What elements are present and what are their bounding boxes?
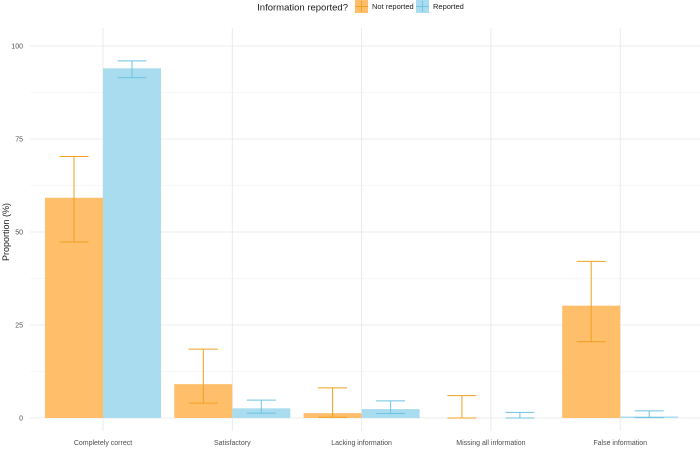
error-bar-reported xyxy=(505,411,535,419)
error-bar-not-reported xyxy=(447,395,477,419)
error-bars xyxy=(59,60,664,419)
error-bar-reported xyxy=(376,400,406,415)
x-tick-label: False information xyxy=(593,440,647,447)
x-tick-label: Lacking information xyxy=(331,440,392,447)
error-bar-reported xyxy=(246,399,276,414)
x-tick-label: Satisfactory xyxy=(214,440,251,447)
x-tick-label: Missing all information xyxy=(456,440,525,447)
bar-reported xyxy=(103,68,161,418)
y-axis-title: Proportion (%) xyxy=(1,203,11,261)
error-bar-reported xyxy=(634,410,664,419)
y-tick-label: 50 xyxy=(15,230,23,237)
error-bar-not-reported xyxy=(576,260,606,343)
legend-title: Information reported? xyxy=(257,3,348,14)
legend-entry-reported: Reported xyxy=(416,0,464,13)
error-bar-not-reported xyxy=(188,348,218,404)
y-tick-label: 0 xyxy=(19,416,23,423)
legend: Information reported? Not reported Report… xyxy=(257,0,464,14)
y-tick-label: 25 xyxy=(15,323,23,330)
y-tick-label: 100 xyxy=(11,44,23,51)
legend-label: Not reported xyxy=(372,2,414,11)
error-bar-not-reported xyxy=(318,387,348,418)
y-tick-label: 75 xyxy=(15,137,23,144)
x-axis: Completely correct Satisfactory Lacking in… xyxy=(74,440,647,447)
error-bar-reported xyxy=(117,60,147,79)
legend-label: Reported xyxy=(433,2,464,11)
x-tick-label: Completely correct xyxy=(74,440,132,447)
legend-entry-not-reported: Not reported xyxy=(355,0,414,13)
y-axis: 0 25 50 75 100 xyxy=(11,44,23,423)
error-bar-not-reported xyxy=(59,155,89,243)
